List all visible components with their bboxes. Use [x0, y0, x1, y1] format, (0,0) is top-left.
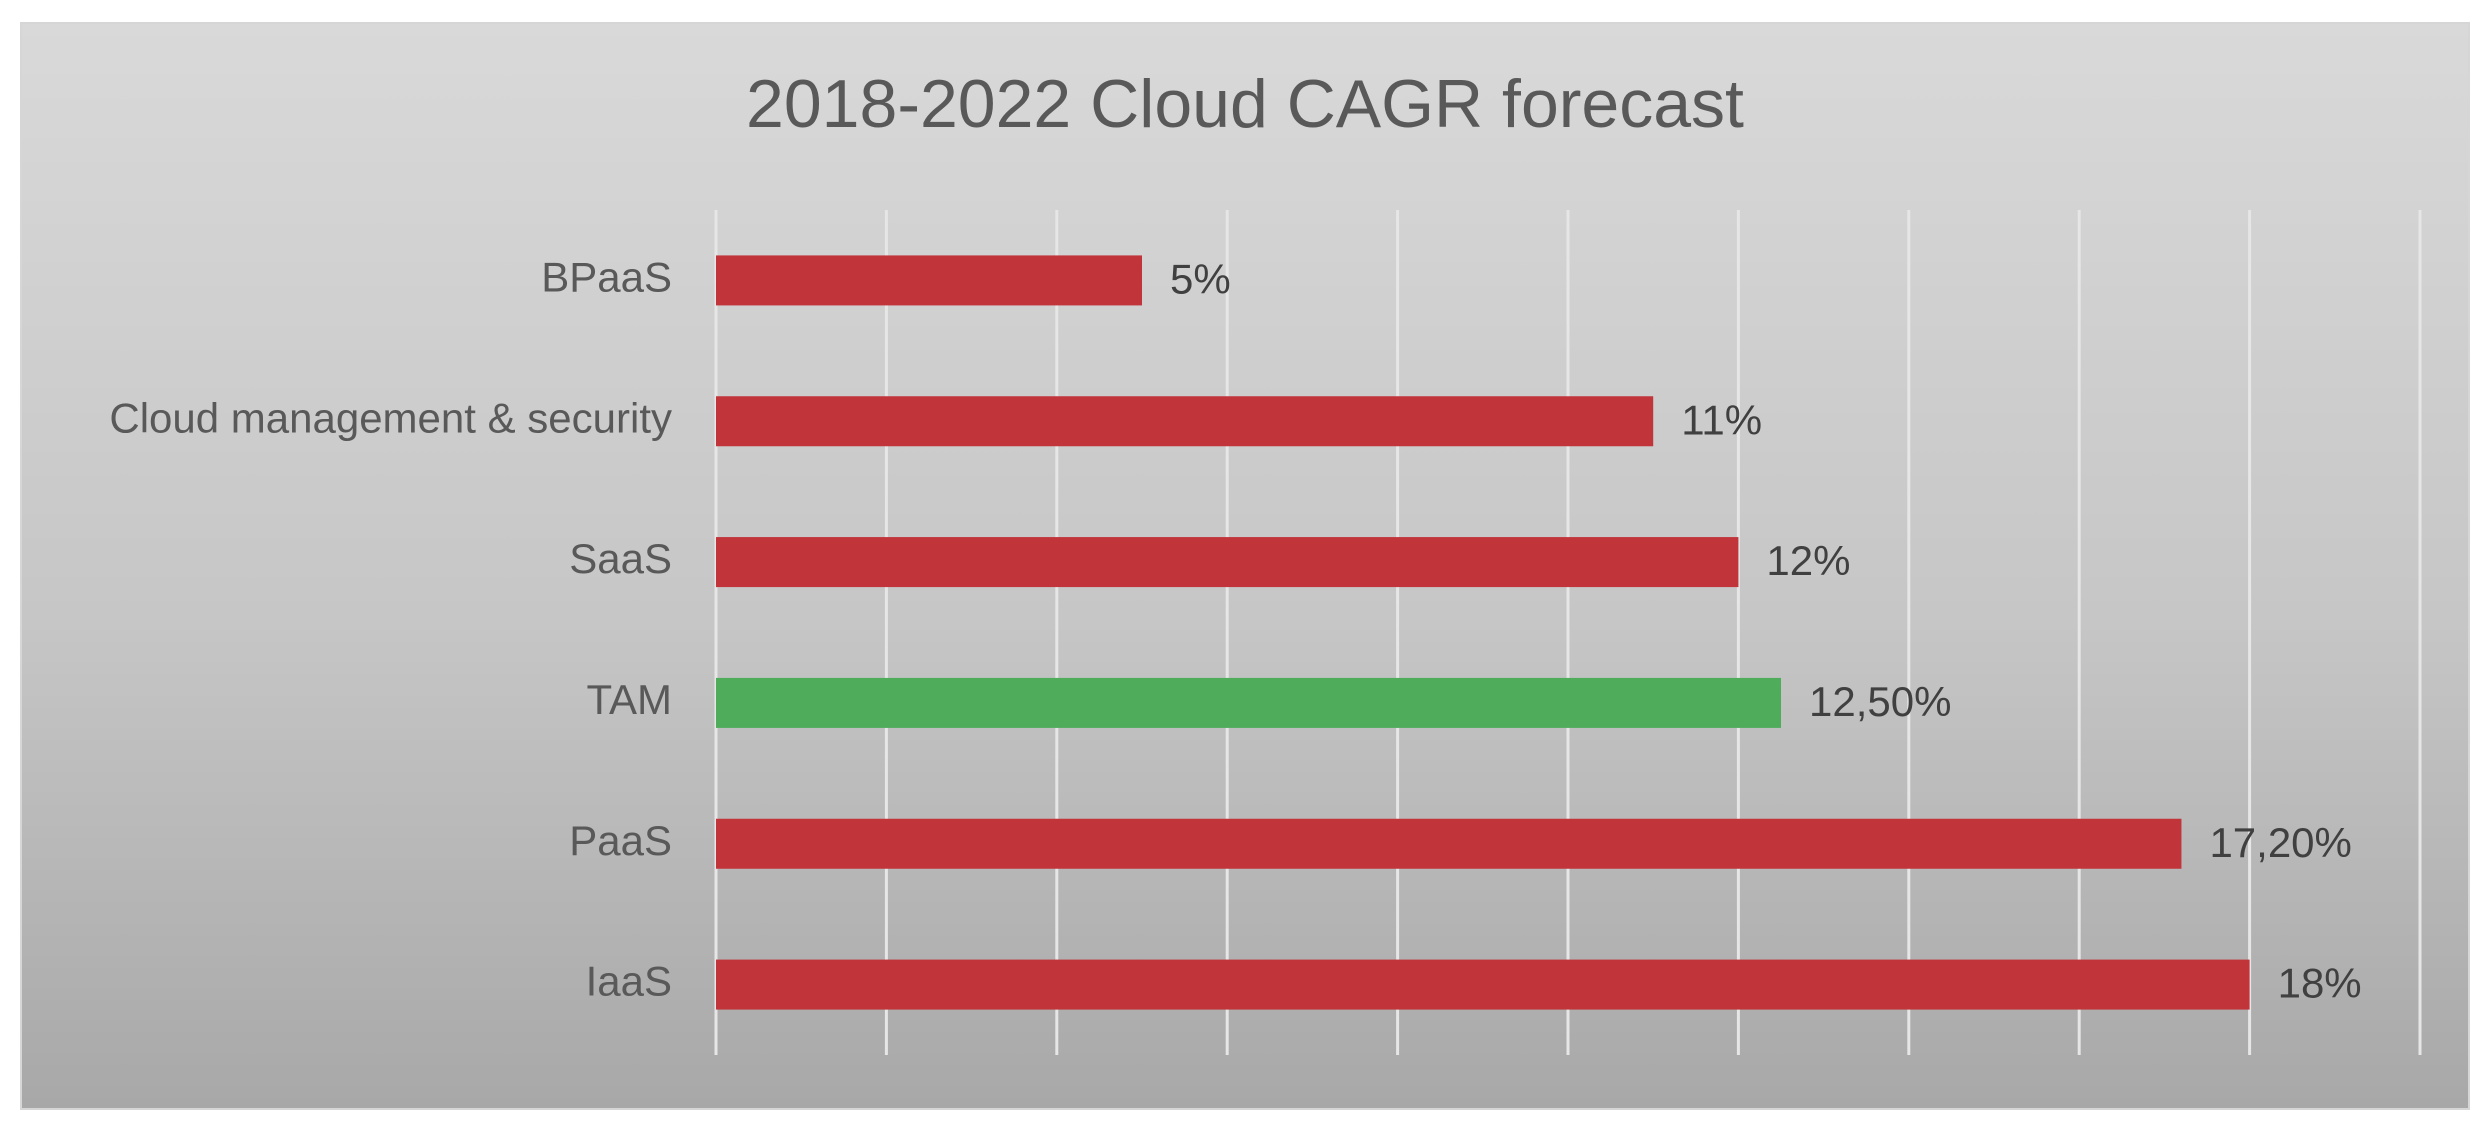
- bar: [716, 818, 2182, 869]
- bars: [716, 255, 2250, 1010]
- category-label: Cloud management & security: [109, 394, 672, 441]
- value-label: 17,20%: [2209, 819, 2351, 866]
- chart-title: 2018-2022 Cloud CAGR forecast: [746, 66, 1744, 142]
- category-label: TAM: [586, 676, 672, 723]
- category-label: SaaS: [569, 535, 672, 582]
- value-label: 12,50%: [1809, 678, 1951, 725]
- gridlines: [714, 210, 2422, 1055]
- category-labels: BPaaS Cloud management & security SaaS TAM P…: [109, 254, 672, 1005]
- bar: [716, 959, 2250, 1010]
- bar: [716, 537, 1739, 588]
- bar: [716, 677, 1781, 728]
- value-label: 18%: [2278, 960, 2362, 1007]
- value-labels: 5% 11% 12% 12,50% 17,20% 18%: [1170, 256, 2362, 1007]
- bar: [716, 255, 1142, 306]
- category-label: PaaS: [569, 817, 672, 864]
- value-label: 12%: [1766, 537, 1850, 584]
- category-label: BPaaS: [541, 254, 672, 301]
- value-label: 5%: [1170, 256, 1231, 303]
- bar: [716, 396, 1654, 447]
- category-label: IaaS: [586, 958, 672, 1005]
- value-label: 11%: [1681, 396, 1762, 443]
